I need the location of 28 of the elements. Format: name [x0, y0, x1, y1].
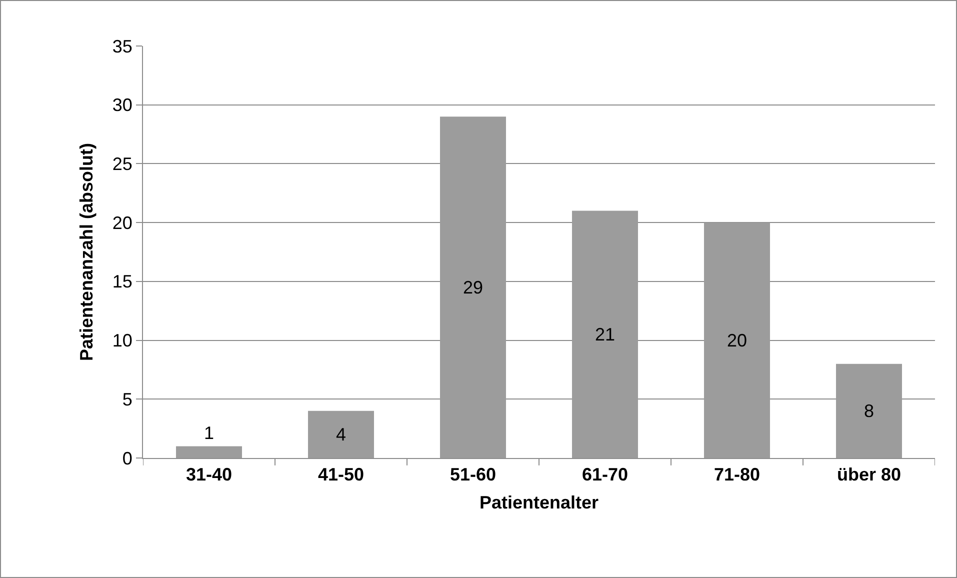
data-label: 1 [204, 423, 214, 444]
data-label: 4 [336, 424, 346, 444]
bar [572, 210, 638, 458]
y-tick-label: 10 [112, 330, 132, 351]
bar [704, 222, 770, 458]
y-tick-label: 15 [112, 272, 132, 292]
data-label: 29 [462, 277, 484, 298]
x-tick-label: 51-60 [450, 464, 496, 485]
bar [836, 364, 902, 458]
y-tick-label: 0 [122, 448, 132, 468]
y-tick-label: 35 [112, 36, 132, 56]
y-axis-title: Patientenanzahl (absolut) [76, 142, 97, 362]
bar [176, 446, 242, 458]
x-tick-label: 61-70 [582, 464, 628, 485]
x-axis-title: Patientenalter [479, 492, 599, 513]
data-label: 21 [594, 324, 616, 344]
y-tick-label: 30 [112, 95, 132, 116]
x-tick-label: über 80 [836, 464, 902, 485]
y-tick-label: 20 [112, 212, 132, 233]
bar [440, 116, 506, 458]
x-tick-label: 71-80 [714, 464, 760, 485]
x-tick-label: 41-50 [318, 464, 364, 485]
y-tick-label: 25 [112, 154, 132, 174]
bar [308, 410, 374, 458]
data-label: 8 [864, 400, 874, 421]
x-tick-label: 31-40 [186, 464, 232, 485]
y-tick-label: 5 [122, 389, 132, 410]
data-label: 20 [726, 330, 748, 350]
